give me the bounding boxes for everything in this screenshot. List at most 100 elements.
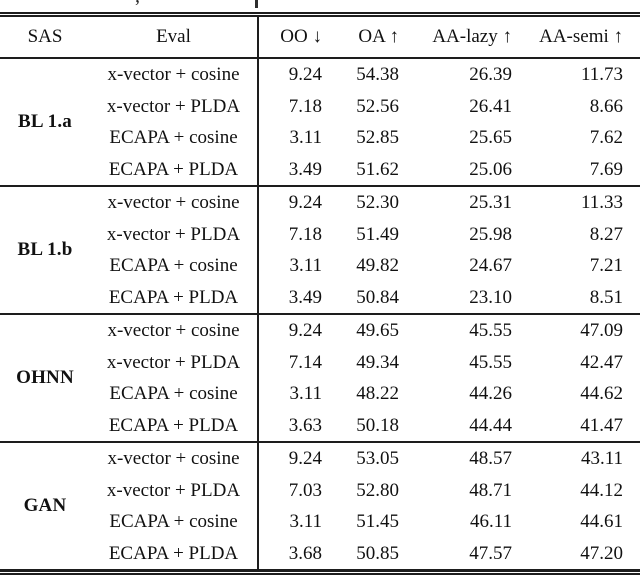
- table-header-row: SAS Eval OO ↓ OA ↑ AA-lazy ↑ AA-semi ↑: [0, 17, 640, 60]
- oa-cell: 51.45: [356, 511, 399, 533]
- oo-cell: 9.24: [257, 185, 325, 219]
- table-row: BL 1.b x-vector + cosine 9.24 52.30 25.3…: [0, 185, 640, 315]
- aa-lazy-cell: 46.11: [469, 511, 512, 533]
- aa-lazy-cell: 26.41: [469, 95, 512, 117]
- aa-semi-cell: 44.61: [580, 511, 623, 533]
- aa-lazy-cell: 48.71: [469, 479, 512, 501]
- eval-cell: x-vector + cosine: [90, 313, 258, 347]
- aa-semi-cell: 42.47: [580, 351, 623, 373]
- eval-cell: ECAPA + PLDA: [108, 158, 239, 180]
- aa-lazy-cell: 25.98: [469, 223, 512, 245]
- top-rule-thin: [0, 12, 640, 14]
- col-header-oa: OA ↑: [325, 17, 402, 60]
- oa-cell: 53.05: [325, 441, 402, 475]
- table-row: x-vector + PLDA 7.18 51.49 25.98 8.27: [0, 218, 640, 251]
- aa-lazy-cell: 25.65: [469, 127, 512, 149]
- table-row: ECAPA + PLDA 3.63 50.18 44.44 41.47: [0, 409, 640, 443]
- eval-cell: ECAPA + cosine: [109, 511, 238, 533]
- aa-semi-cell: 11.73: [580, 64, 623, 86]
- table-row: ECAPA + cosine 3.11 52.85 25.65 7.62: [0, 122, 640, 154]
- caption-fragment-comma: ,: [135, 0, 140, 6]
- top-rule-gap: [0, 13, 640, 15]
- oo-cell: 9.24: [257, 313, 325, 347]
- aa-semi-cell: 8.66: [589, 95, 623, 117]
- table-row: ECAPA + PLDA 3.68 50.85 47.57 47.20: [0, 537, 640, 570]
- oa-cell: 49.82: [356, 255, 399, 277]
- group-label-bl1a: BL 1.a: [18, 111, 72, 133]
- oa-cell: 52.30: [325, 185, 402, 219]
- table-row: ECAPA + PLDA 3.49 51.62 25.06 7.69: [0, 153, 640, 187]
- col-header-aa-semi: AA-semi ↑: [514, 17, 640, 60]
- eval-cell: x-vector + PLDA: [106, 351, 241, 373]
- eval-cell: ECAPA + cosine: [109, 255, 238, 277]
- aa-lazy-cell: 44.44: [469, 414, 512, 436]
- col-header-eval: Eval: [90, 17, 258, 60]
- results-table: SAS Eval OO ↓ OA ↑ AA-lazy ↑ AA-semi ↑ B…: [0, 17, 640, 570]
- table-row: ECAPA + PLDA 3.49 50.84 23.10 8.51: [0, 281, 640, 315]
- eval-cell: x-vector + cosine: [90, 441, 258, 475]
- eval-cell: x-vector + PLDA: [106, 95, 241, 117]
- table-row: GAN x-vector + cosine 9.24 53.05 48.57 4…: [0, 441, 640, 570]
- oo-cell: 3.11: [257, 250, 325, 282]
- oo-cell: 3.11: [257, 378, 325, 410]
- col-header-sas: SAS: [0, 17, 90, 60]
- oo-cell: 3.11: [257, 506, 325, 538]
- oo-cell: 3.11: [257, 122, 325, 154]
- oa-cell: 51.49: [356, 223, 399, 245]
- eval-cell: ECAPA + PLDA: [108, 414, 239, 436]
- aa-semi-cell: 7.62: [589, 127, 623, 149]
- oo-cell: 7.18: [257, 218, 325, 251]
- aa-semi-cell: 44.12: [580, 479, 623, 501]
- oa-cell: 54.38: [356, 64, 399, 86]
- eval-cell: x-vector + cosine: [107, 64, 240, 86]
- oa-cell: 50.85: [356, 542, 399, 564]
- table-row: x-vector + PLDA 7.03 52.80 48.71 44.12: [0, 474, 640, 507]
- aa-lazy-cell: 25.31: [402, 185, 514, 219]
- oa-cell: 52.80: [356, 479, 399, 501]
- aa-lazy-cell: 44.26: [469, 383, 512, 405]
- aa-semi-cell: 47.09: [514, 313, 640, 347]
- oa-cell: 48.22: [356, 383, 399, 405]
- aa-lazy-cell: 26.39: [469, 64, 512, 86]
- aa-semi-cell: 43.11: [514, 441, 640, 475]
- oo-cell: 7.18: [257, 90, 325, 123]
- bottom-rule-gap: [0, 572, 640, 574]
- oa-cell: 50.84: [356, 286, 399, 308]
- aa-semi-cell: 7.69: [589, 158, 623, 180]
- table-row: x-vector + PLDA 7.14 49.34 45.55 42.47: [0, 346, 640, 379]
- aa-semi-cell: 44.62: [580, 383, 623, 405]
- table-group-bl1a: BL 1.a x-vector + cosine 9.24 54.38 26.3…: [0, 58, 640, 187]
- col-header-aa-lazy: AA-lazy ↑: [402, 17, 514, 60]
- oa-cell: 52.56: [356, 95, 399, 117]
- oo-cell: 3.63: [257, 409, 325, 443]
- aa-semi-cell: 41.47: [580, 414, 623, 436]
- group-label-bl1b: BL 1.b: [0, 185, 90, 315]
- oo-cell: 7.14: [257, 346, 325, 379]
- table-row: x-vector + PLDA 7.18 52.56 26.41 8.66: [0, 90, 640, 123]
- table-group-ohnn: OHNN x-vector + cosine 9.24 49.65 45.55 …: [0, 313, 640, 443]
- oa-cell: 49.34: [356, 351, 399, 373]
- aa-semi-cell: 47.20: [580, 542, 623, 564]
- aa-lazy-cell: 48.57: [402, 441, 514, 475]
- oo-cell: 3.49: [257, 153, 325, 187]
- oa-cell: 52.85: [356, 127, 399, 149]
- eval-cell: x-vector + PLDA: [106, 223, 241, 245]
- group-label-ohnn: OHNN: [0, 313, 90, 443]
- table-row: ECAPA + cosine 3.11 48.22 44.26 44.62: [0, 378, 640, 410]
- aa-lazy-cell: 23.10: [469, 286, 512, 308]
- aa-semi-cell: 8.51: [589, 286, 623, 308]
- aa-lazy-cell: 24.67: [469, 255, 512, 277]
- bottom-rule-thin: [0, 573, 640, 575]
- aa-semi-cell: 11.33: [514, 185, 640, 219]
- oo-cell: 9.24: [257, 441, 325, 475]
- eval-cell: ECAPA + PLDA: [108, 542, 239, 564]
- aa-lazy-cell: 45.55: [469, 351, 512, 373]
- bottom-rule-thick: [0, 569, 640, 573]
- oa-cell: 49.65: [325, 313, 402, 347]
- group-label-gan: GAN: [0, 441, 90, 570]
- aa-semi-cell: 8.27: [589, 223, 623, 245]
- top-rule-thick: [0, 14, 640, 18]
- col-header-oo: OO ↓: [257, 17, 325, 60]
- oa-cell: 51.62: [356, 158, 399, 180]
